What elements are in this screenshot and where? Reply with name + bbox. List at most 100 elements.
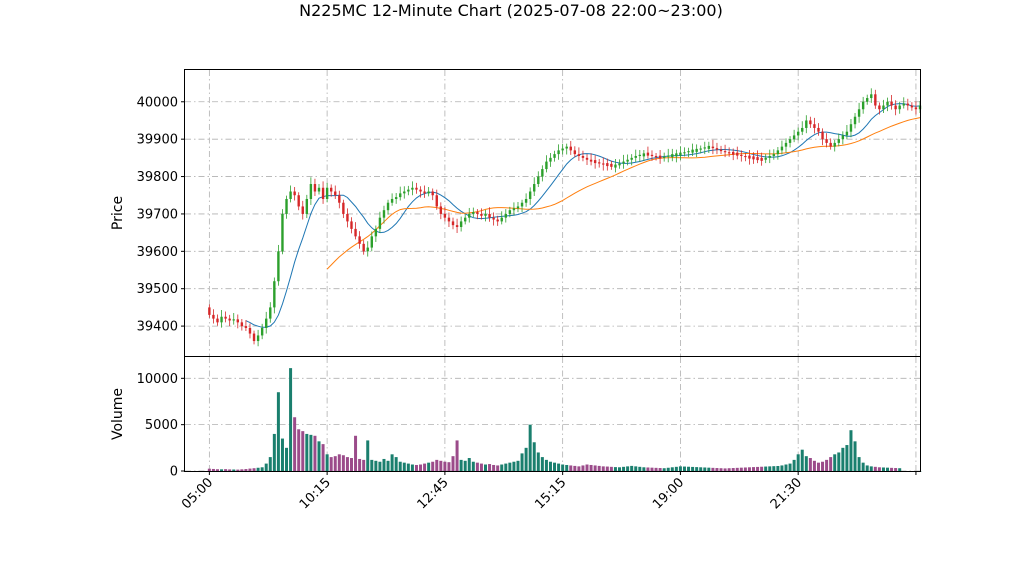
volume-bar <box>317 441 321 471</box>
candle-body <box>764 157 767 160</box>
volume-bar <box>394 457 398 471</box>
candle-body <box>301 206 304 214</box>
volume-bar <box>886 467 890 471</box>
volume-bar <box>743 467 747 471</box>
volume-bar <box>808 458 812 471</box>
volume-bar <box>443 461 447 471</box>
volume-bar <box>687 466 691 471</box>
candle-body <box>537 176 540 185</box>
volume-bar <box>483 464 487 471</box>
volume-bar <box>536 452 540 471</box>
candle-body <box>415 187 418 190</box>
volume-bar <box>609 466 613 471</box>
candle-body <box>244 326 248 328</box>
price-tick-label: 39700 <box>137 207 178 222</box>
volume-bar <box>496 465 500 471</box>
volume-bar <box>654 467 658 471</box>
volume-tick-label: 10000 <box>137 372 178 387</box>
price-tick-label: 39500 <box>137 282 178 297</box>
volume-bar <box>605 466 609 471</box>
volume-bar <box>211 468 215 471</box>
volume-bar <box>264 463 268 471</box>
candle-body <box>309 184 313 199</box>
candle-body <box>732 151 735 155</box>
volume-bar <box>792 459 796 471</box>
candle-body <box>817 127 820 132</box>
volume-bar <box>455 440 459 471</box>
candle-body <box>898 105 901 110</box>
volume-bar <box>853 441 857 471</box>
candle-body <box>695 148 698 152</box>
volume-bar <box>569 465 573 471</box>
volume-bar <box>877 467 881 471</box>
volume-bar <box>528 424 532 471</box>
volume-bar <box>309 434 313 471</box>
candle-body <box>435 195 438 207</box>
candle-body <box>792 135 796 140</box>
candle-body <box>439 206 443 214</box>
candle-body <box>492 217 495 220</box>
candle-body <box>801 127 804 132</box>
candle-body <box>906 103 910 106</box>
volume-bar <box>362 459 366 471</box>
candle-body <box>394 197 398 199</box>
volume-bar <box>650 467 654 471</box>
candle-body <box>849 124 853 132</box>
volume-bar <box>723 468 727 471</box>
candle-body <box>285 198 288 214</box>
volume-bar <box>573 465 577 471</box>
volume-bar <box>207 468 211 471</box>
volume-bar <box>475 462 479 471</box>
volume-bar <box>504 463 508 471</box>
candle-body <box>683 152 686 154</box>
volume-bar <box>414 464 418 471</box>
candle-body <box>362 243 365 252</box>
volume-bar <box>516 460 520 471</box>
volume-bar <box>402 462 406 471</box>
volume-bar <box>666 467 670 471</box>
candle-body <box>711 146 715 149</box>
candle-body <box>610 163 613 167</box>
price-tick-label: 39400 <box>137 320 178 335</box>
candle-body <box>882 105 885 110</box>
volume-bar <box>325 454 329 471</box>
volume-bar <box>601 466 605 471</box>
volume-bar <box>772 466 776 471</box>
candle-body <box>354 228 357 237</box>
candle-body <box>386 202 390 211</box>
volume-bar <box>427 462 431 471</box>
volume-bar <box>329 457 333 471</box>
volume-bar <box>821 461 825 471</box>
volume-bar <box>354 435 358 471</box>
volume-bar <box>439 460 443 471</box>
volume-panel-frame <box>184 356 921 472</box>
volume-bar <box>256 467 260 471</box>
candle-body <box>809 120 812 125</box>
volume-bar <box>638 466 642 471</box>
volume-bar <box>524 447 528 471</box>
candle-body <box>569 146 572 151</box>
ma-long-line <box>326 117 921 270</box>
candle-body <box>715 148 719 150</box>
candle-body <box>504 213 508 218</box>
candle-body <box>784 142 788 147</box>
candle-body <box>845 131 849 136</box>
candle-body <box>646 152 650 156</box>
volume-bar <box>423 463 427 471</box>
price-tick-label: 39800 <box>137 170 178 185</box>
volume-bar <box>784 464 788 471</box>
candle-body <box>317 187 321 192</box>
candle-body <box>321 187 325 199</box>
candle-body <box>878 105 881 110</box>
volume-bar <box>228 469 232 471</box>
volume-bar <box>289 368 293 471</box>
volume-bar <box>780 465 784 471</box>
volume-bar <box>837 452 841 471</box>
volume-bar <box>674 466 678 471</box>
volume-bar <box>662 468 666 471</box>
candle-body <box>602 163 605 165</box>
volume-bar <box>467 458 471 471</box>
volume-bar <box>613 467 617 471</box>
candle-body <box>472 212 475 214</box>
volume-bar <box>589 464 593 471</box>
